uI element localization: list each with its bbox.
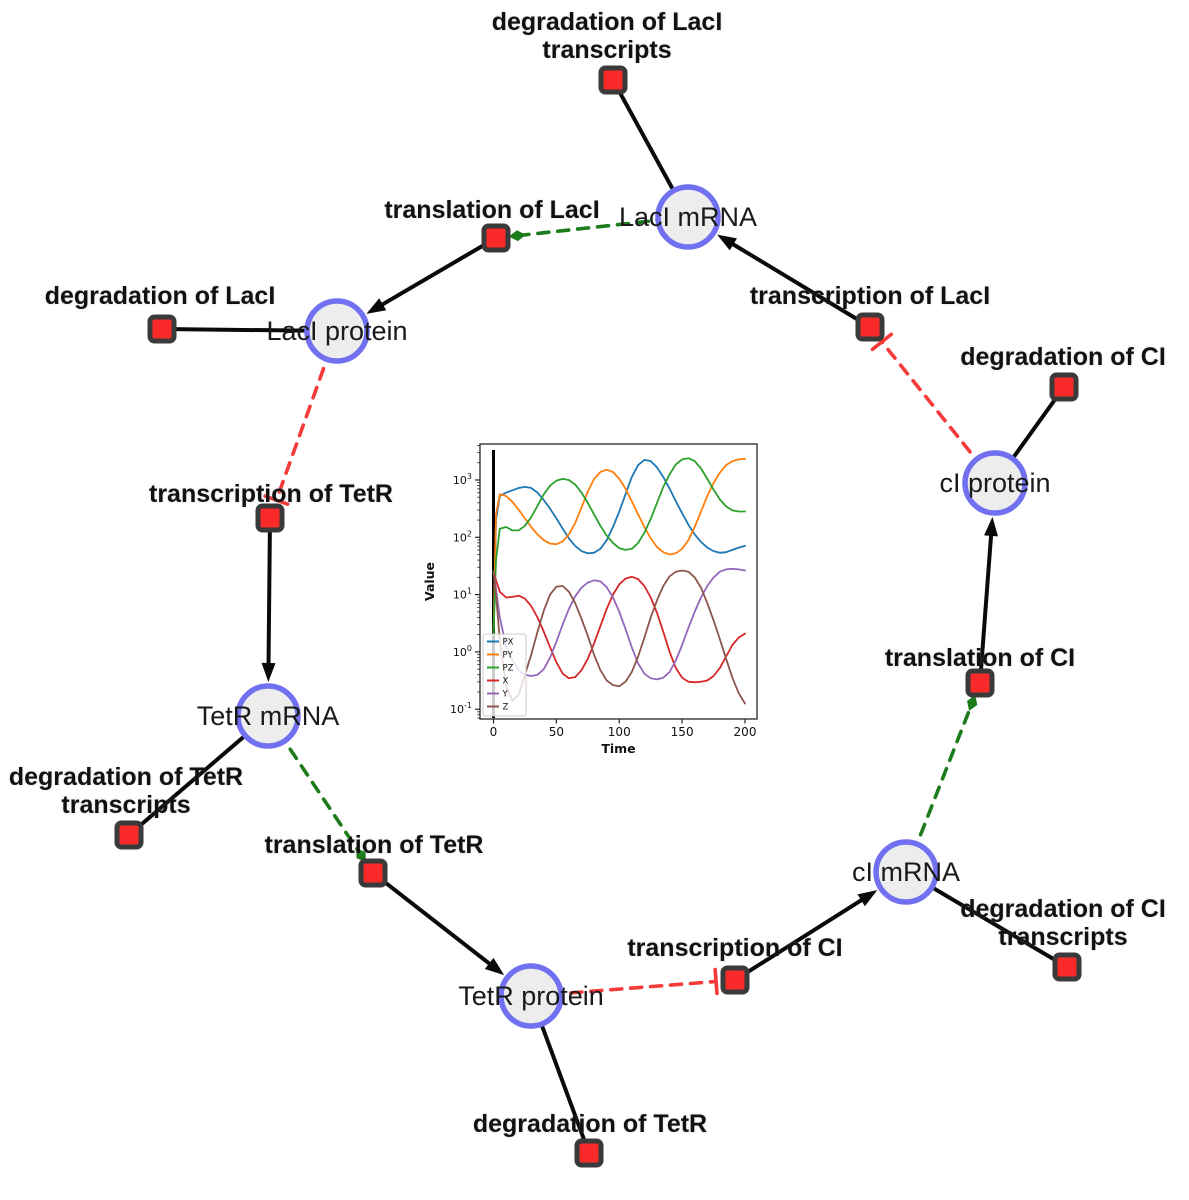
edge-tln_tetr-tetr_protein-arrowhead xyxy=(484,957,505,976)
chart-frame xyxy=(479,443,758,720)
species-node-tetr_mrna[interactable] xyxy=(235,683,301,749)
chart-series-Z xyxy=(492,569,746,705)
edge-tetr_protein-txn_ci-tbar xyxy=(713,967,719,996)
species-node-ci_mrna[interactable] xyxy=(873,839,939,905)
chart-x-tick-label: 100 xyxy=(608,725,631,739)
chart-legend-label-PZ: PZ xyxy=(503,664,514,674)
edge-laci_protein-txn_tetr-tbar xyxy=(263,494,290,506)
edge-ci_protein-txn_laci-tbar xyxy=(870,332,894,352)
reaction-node-tln_tetr[interactable] xyxy=(358,858,388,888)
chart-x-tick-label: 0 xyxy=(490,725,498,739)
reaction-node-deg_laci_tx[interactable] xyxy=(598,65,628,95)
edge-tln_tetr-tetr_protein xyxy=(371,871,494,968)
reaction-node-deg_ci_tx[interactable] xyxy=(1052,952,1082,982)
reaction-node-txn_laci[interactable] xyxy=(855,312,885,342)
chart-legend-label-Y: Y xyxy=(502,690,509,700)
chart-x-tick-label: 200 xyxy=(734,725,757,739)
edge-tln_laci-laci_protein-arrowhead xyxy=(366,298,387,314)
chart-xlabel: Time xyxy=(601,741,635,756)
chart-legend-label-PY: PY xyxy=(503,651,514,661)
edge-txn_ci-ci_mrna-arrowhead xyxy=(857,890,878,907)
edge-tetr_mrna-tln_tetr-arrowhead xyxy=(356,848,366,863)
reaction-node-deg_ci[interactable] xyxy=(1049,372,1079,402)
chart-y-tick-label: 10-1 xyxy=(450,701,472,716)
edge-tln_laci-laci_protein xyxy=(378,236,498,308)
species-node-laci_mrna[interactable] xyxy=(655,184,721,250)
edge-tln_ci-ci_protein-arrowhead xyxy=(984,516,999,537)
edge-laci_mrna-tln_laci-arrowhead xyxy=(508,230,526,242)
chart-x-tick-label: 50 xyxy=(549,725,564,739)
chart-legend-label-Z: Z xyxy=(503,703,509,713)
species-node-tetr_protein[interactable] xyxy=(498,963,564,1029)
reaction-node-txn_tetr[interactable] xyxy=(255,503,285,533)
chart-y-tick-label: 103 xyxy=(453,472,472,487)
edge-tln_ci-ci_protein xyxy=(978,530,994,685)
chart-legend-label-PX: PX xyxy=(503,638,514,648)
chart-x-tick-label: 150 xyxy=(671,725,694,739)
reaction-node-deg_laci[interactable] xyxy=(147,314,177,344)
chart-series-PZ xyxy=(492,457,746,636)
chart-ylabel: Value xyxy=(422,562,437,601)
chart-series-PY xyxy=(492,457,746,636)
chart-series-Y xyxy=(492,567,746,681)
species-node-laci_protein[interactable] xyxy=(304,298,370,364)
reaction-node-deg_tetr[interactable] xyxy=(574,1138,604,1168)
reaction-node-tln_ci[interactable] xyxy=(965,668,995,698)
edge-txn_tetr-tetr_mrna-arrowhead xyxy=(261,662,276,683)
chart-series-PX xyxy=(492,459,746,636)
edge-txn_laci-laci_mrna xyxy=(728,240,872,329)
reaction-node-tln_laci[interactable] xyxy=(481,223,511,253)
edge-txn_tetr-tetr_mrna xyxy=(266,516,272,669)
inset-chart: 0 50 100 150 20010310210110010-1TimeValuePXP… xyxy=(422,443,758,756)
chart-legend-label-X: X xyxy=(503,677,509,687)
chart-y-tick-label: 101 xyxy=(453,587,472,602)
species-node-ci_protein[interactable] xyxy=(962,450,1028,516)
reaction-node-deg_tetr_tx[interactable] xyxy=(114,820,144,850)
reaction-node-txn_ci[interactable] xyxy=(720,965,750,995)
edge-ci_mrna-tln_ci-arrowhead xyxy=(967,695,978,711)
edge-txn_laci-laci_mrna-arrowhead xyxy=(717,234,737,251)
chart-series-X xyxy=(492,570,746,684)
chart-legend: PX PY PZ XYZ xyxy=(482,633,527,717)
chart-y-tick-label: 100 xyxy=(453,644,472,659)
edge-txn_ci-ci_mrna xyxy=(733,896,866,982)
chart-y-tick-label: 102 xyxy=(453,529,472,544)
